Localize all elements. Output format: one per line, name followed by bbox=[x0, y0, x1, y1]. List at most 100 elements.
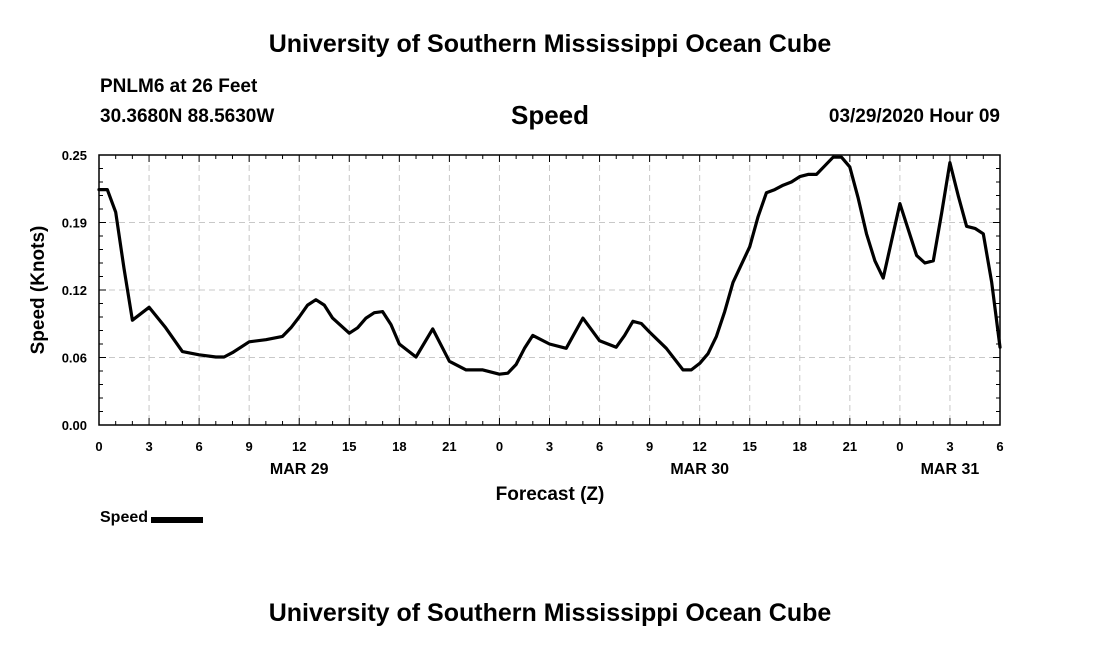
speed-data-point bbox=[790, 181, 793, 183]
x-tick-label: 9 bbox=[246, 439, 253, 454]
coordinates-label: 30.3680N 88.5630W bbox=[100, 106, 275, 127]
speed-data-point bbox=[824, 165, 826, 167]
speed-data-point bbox=[991, 281, 993, 283]
speed-data-point bbox=[532, 334, 534, 336]
speed-data-point bbox=[165, 327, 167, 329]
speed-data-point bbox=[849, 166, 851, 168]
date-label: MAR 30 bbox=[670, 461, 729, 478]
date-label: MAR 29 bbox=[270, 461, 329, 478]
y-tick-label: 0.19 bbox=[62, 216, 87, 231]
speed-data-point bbox=[899, 203, 901, 205]
speed-data-point bbox=[874, 260, 876, 262]
speed-series-line bbox=[97, 155, 1002, 376]
x-tick-label: 0 bbox=[896, 439, 903, 454]
legend: Speed bbox=[100, 509, 204, 527]
grid-lines bbox=[99, 155, 1000, 425]
x-tick-label: 21 bbox=[843, 439, 857, 454]
forecast-timestamp: 03/29/2020 Hour 09 bbox=[828, 106, 1000, 127]
x-tick-label: 3 bbox=[546, 439, 553, 454]
speed-data-point bbox=[865, 233, 868, 235]
x-tick-label: 6 bbox=[996, 439, 1003, 454]
speed-data-point bbox=[840, 156, 843, 158]
speed-data-point bbox=[949, 162, 951, 164]
speed-data-point bbox=[123, 267, 125, 269]
x-tick-label: 18 bbox=[392, 439, 406, 454]
speed-data-point bbox=[181, 351, 183, 353]
speed-data-point bbox=[382, 311, 384, 313]
speed-data-point bbox=[649, 331, 651, 333]
x-tick-label: 18 bbox=[793, 439, 807, 454]
legend-label: Speed bbox=[100, 509, 149, 526]
speed-data-point bbox=[548, 343, 551, 345]
speed-data-point bbox=[582, 317, 584, 319]
speed-data-point bbox=[265, 339, 267, 341]
speed-data-point bbox=[916, 254, 918, 256]
speed-data-point bbox=[882, 277, 884, 279]
x-tick-label: 12 bbox=[292, 439, 306, 454]
speed-data-point bbox=[815, 173, 818, 175]
speed-data-point bbox=[707, 353, 709, 355]
speed-data-point bbox=[749, 246, 751, 248]
tick-labels: 0 3 6 9 12 15 18 21 0 3 6 9 12 15 18 21 0 3 6 0.00 0.06 0.12 0… bbox=[62, 148, 1004, 478]
speed-data-point bbox=[782, 184, 784, 186]
speed-data-point bbox=[624, 334, 626, 336]
speed-data-point bbox=[974, 227, 976, 229]
speed-data-point bbox=[599, 340, 601, 342]
speed-data-point bbox=[999, 346, 1001, 348]
speed-data-point bbox=[665, 347, 667, 349]
speed-data-point bbox=[248, 341, 250, 343]
speed-data-point bbox=[565, 347, 567, 349]
speed-data-point bbox=[332, 317, 334, 319]
speed-data-point bbox=[941, 212, 943, 214]
x-tick-label: 6 bbox=[195, 439, 202, 454]
speed-data-point bbox=[715, 335, 718, 337]
station-label: PNLM6 at 26 Feet bbox=[100, 76, 258, 97]
speed-data-point bbox=[857, 197, 859, 199]
y-tick-label: 0.06 bbox=[62, 351, 87, 366]
speed-data-point bbox=[682, 369, 684, 371]
speed-data-point bbox=[966, 225, 968, 227]
speed-data-point bbox=[765, 192, 768, 194]
speed-data-point bbox=[432, 328, 434, 330]
y-tick-label: 0.12 bbox=[62, 283, 87, 298]
speed-data-point bbox=[732, 281, 734, 283]
speed-data-point bbox=[98, 189, 100, 191]
speed-data-point bbox=[757, 216, 759, 218]
chart-title: University of Southern Mississippi Ocean… bbox=[268, 30, 832, 58]
speed-data-point bbox=[323, 304, 325, 306]
x-tick-label: 15 bbox=[342, 439, 356, 454]
speed-data-point bbox=[482, 369, 484, 371]
footer-title: University of Southern Mississippi Ocean… bbox=[268, 599, 832, 627]
speed-data-point bbox=[215, 356, 217, 358]
speed-data-point bbox=[231, 352, 234, 354]
speed-data-point bbox=[523, 347, 526, 349]
speed-data-point bbox=[348, 332, 350, 334]
x-tick-label: 0 bbox=[496, 439, 503, 454]
x-tick-label: 3 bbox=[145, 439, 152, 454]
speed-data-point bbox=[498, 373, 500, 375]
x-tick-label: 15 bbox=[742, 439, 756, 454]
speed-data-point bbox=[507, 372, 509, 374]
speed-data-point bbox=[640, 322, 642, 325]
x-tick-label: 3 bbox=[946, 439, 953, 454]
date-label: MAR 31 bbox=[921, 461, 980, 478]
speed-data-point bbox=[415, 356, 417, 358]
speed-data-point bbox=[298, 316, 300, 318]
speed-data-point bbox=[315, 299, 317, 301]
speed-data-point bbox=[365, 317, 367, 319]
speed-data-point bbox=[357, 327, 359, 329]
speed-data-point bbox=[832, 156, 834, 158]
y-axis-title: Speed (Knots) bbox=[28, 226, 49, 355]
speed-data-point bbox=[724, 311, 726, 313]
speed-data-point bbox=[290, 327, 292, 329]
speed-data-point bbox=[398, 343, 400, 345]
speed-data-point bbox=[690, 369, 692, 371]
speed-data-point bbox=[924, 262, 926, 264]
speed-data-point bbox=[799, 176, 801, 178]
speed-data-point bbox=[465, 369, 467, 371]
speed-data-point bbox=[198, 354, 200, 356]
speed-data-point bbox=[932, 260, 934, 262]
speed-data-point bbox=[982, 233, 984, 235]
x-axis-title: Forecast (Z) bbox=[496, 484, 605, 505]
